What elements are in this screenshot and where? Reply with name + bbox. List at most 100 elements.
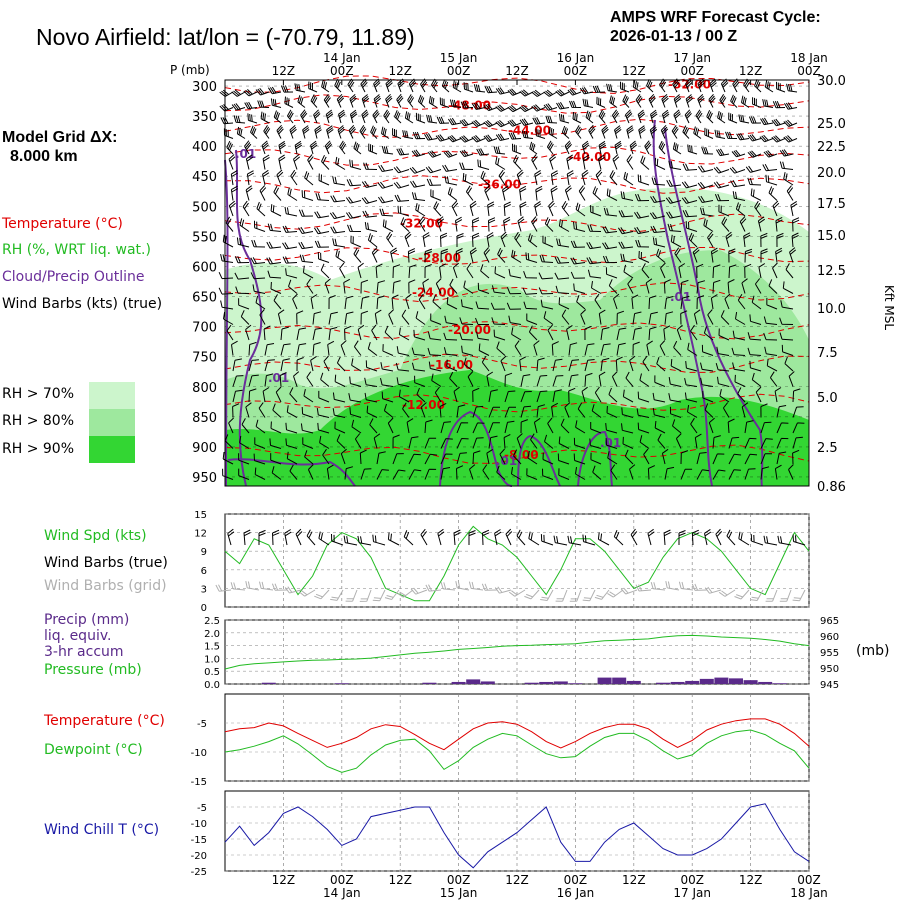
bottom-time-tick-label: 00Z (564, 873, 588, 887)
cross-section-wind-barb (335, 156, 346, 170)
wind-barb-true (715, 528, 723, 546)
cross-section-wind-barb (339, 140, 347, 155)
cross-section-wind-barb (743, 78, 751, 93)
legend-rh: RH (%, WRT liq. wat.) (2, 242, 151, 258)
wind-panel-tick-label: 15 (194, 510, 207, 521)
cross-section-wind-barb (519, 356, 527, 372)
top-time-tick-label: 12Z (272, 64, 296, 78)
cross-section-wind-barb (273, 185, 282, 201)
cross-section-wind-barb (344, 325, 352, 341)
cross-section-wind-barb (314, 125, 322, 139)
cross-section-wind-barb (650, 109, 658, 124)
cross-section-wind-barb (789, 247, 797, 263)
cross-section-wind-barb (239, 435, 250, 449)
cloud-outline-label: .01 (235, 147, 256, 161)
cross-section-wind-barb (634, 193, 650, 202)
cross-section-wind-barb (250, 257, 266, 265)
cross-section-wind-barb (732, 191, 746, 201)
cross-section-wind-barb (531, 154, 538, 170)
cross-section-wind-barb (760, 453, 772, 465)
precip-bar (597, 677, 612, 684)
cross-section-wind-barb (785, 263, 794, 279)
cross-section-wind-barb (252, 284, 266, 294)
wind-barb-grid (271, 583, 288, 591)
cross-section-wind-barb (380, 362, 394, 372)
cross-section-wind-barb (284, 96, 294, 108)
wind-barb-true (516, 529, 526, 546)
cross-section-wind-barb (766, 297, 778, 310)
cross-section-wind-barb (424, 248, 433, 263)
top-time-tick-label: 12Z (388, 64, 412, 78)
cross-section-wind-barb (402, 130, 414, 139)
cross-section-wind-barb (598, 309, 606, 325)
cross-section-wind-barb (336, 356, 346, 372)
precip-bar (568, 683, 583, 684)
precip-bar (670, 681, 685, 684)
cross-section-wind-barb (463, 357, 474, 372)
cross-section-wind-barb (312, 311, 322, 325)
cross-section-wind-barb (330, 226, 346, 234)
cross-section-wind-barb (336, 434, 346, 449)
cross-section-wind-barb (259, 309, 266, 325)
cross-section-wind-barb (503, 216, 511, 232)
cross-section-wind-barb (424, 453, 438, 465)
cross-section-wind-barb (359, 449, 367, 465)
pressure-level-label: 400 (192, 140, 217, 155)
cross-section-wind-barb (656, 248, 666, 263)
bottom-time-tick-label: 12Z (505, 873, 529, 887)
cross-section-wind-barb (347, 78, 355, 93)
cross-section-wind-barb (702, 390, 714, 403)
cross-section-wind-barb (690, 417, 698, 434)
isotherm-line (224, 393, 810, 413)
bottom-date-label: 14 Jan (323, 886, 361, 900)
cross-section-wind-barb (576, 295, 586, 310)
cross-section-wind-barb (779, 149, 794, 157)
cross-section-wind-barb (323, 94, 331, 108)
cross-section-wind-barb (558, 436, 570, 449)
cross-section-wind-barb (728, 436, 740, 449)
cross-section-wind-barb (508, 132, 522, 140)
cross-section-wind-barb (357, 262, 364, 279)
cross-section-wind-barb (728, 112, 738, 124)
cross-section-wind-barb (307, 464, 314, 480)
cross-section-wind-barb (513, 449, 522, 465)
wind-barb-true (792, 534, 806, 546)
cross-section-wind-barb (536, 404, 546, 418)
cross-section-wind-barb (367, 341, 378, 356)
cross-section-wind-barb (481, 356, 490, 372)
cross-section-wind-barb (269, 438, 282, 449)
cross-section-wind-barb (546, 140, 554, 155)
model-grid-label: Model Grid ΔX: (2, 129, 118, 146)
cross-section-wind-barb (362, 210, 378, 218)
cross-section-wind-barb (573, 437, 586, 449)
cross-section-wind-barb (781, 344, 794, 356)
cross-section-wind-barb (528, 325, 538, 341)
cross-section-wind-barb (302, 125, 310, 139)
cross-section-wind-barb (254, 220, 266, 232)
cross-section-wind-barb (270, 453, 282, 465)
cross-section-wind-barb (561, 125, 570, 139)
pressure-tick-label: 955 (820, 648, 839, 659)
cross-section-wind-barb (790, 200, 798, 217)
cross-section-wind-barb (685, 94, 694, 108)
isotherm-label: -16.00 (430, 358, 473, 372)
wind-barb-true (258, 529, 266, 545)
cross-section-wind-barb (287, 187, 298, 201)
cross-section-wind-barb (442, 164, 458, 172)
cross-section-wind-barb (741, 402, 749, 418)
precip-bar (261, 682, 276, 684)
cross-section-wind-barb (393, 181, 410, 189)
cross-section-wind-barb (578, 185, 586, 201)
cross-section-wind-barb (473, 84, 486, 93)
cross-section-wind-barb (408, 469, 422, 480)
cross-section-wind-barb (449, 278, 458, 294)
cross-section-wind-barb (486, 371, 494, 387)
cross-section-wind-barb (278, 140, 286, 155)
pressure-level-label: 650 (192, 291, 217, 306)
bottom-date-label: 17 Jan (673, 886, 711, 900)
cross-section-wind-barb (708, 417, 715, 434)
cross-section-wind-barb (364, 377, 378, 387)
cross-section-wind-barb (783, 102, 798, 110)
isotherm-label: -36.00 (478, 177, 521, 191)
cross-section-wind-barb (430, 78, 438, 93)
